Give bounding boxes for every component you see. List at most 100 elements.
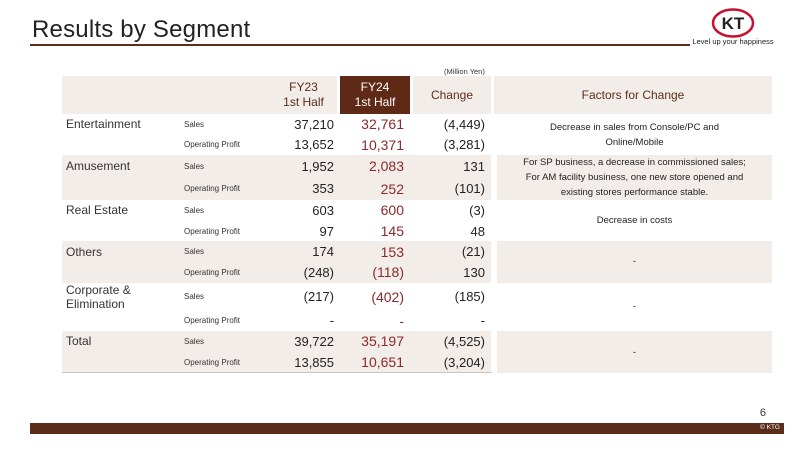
table-row: Operating Profit - - - bbox=[62, 310, 772, 332]
metric-label: Sales bbox=[184, 155, 270, 178]
table-row: Total Sales 39,722 35,197 (4,525) - bbox=[62, 331, 772, 374]
table-header-row: FY23 1st Half FY24 1st Half Change Factors… bbox=[62, 76, 772, 114]
factor-line: - bbox=[632, 256, 637, 268]
metric-label: Operating Profit bbox=[184, 140, 241, 150]
change-value: (21) bbox=[410, 241, 494, 262]
header-blank bbox=[62, 76, 270, 114]
fy24-value: 153 bbox=[340, 241, 410, 262]
change-value: (101) bbox=[410, 177, 494, 201]
fy24-value: 252 bbox=[340, 177, 410, 201]
factor-line: For SP business, a decrease in commissio… bbox=[523, 157, 746, 169]
change-value: (4,449) bbox=[410, 114, 494, 135]
fy24-value: 600 bbox=[380, 202, 404, 219]
factor-line: Online/Mobile bbox=[605, 136, 664, 148]
header-fy24: FY24 1st Half bbox=[340, 76, 410, 114]
factor-text: Decrease in sales from Console/PC and Onl… bbox=[494, 114, 772, 156]
fy24-value: 10,371 bbox=[361, 136, 404, 153]
table-row: Operating Profit 13,652 10,371 (3,281) bbox=[62, 134, 772, 156]
fy23-value: 37,210 bbox=[294, 116, 334, 132]
factor-line: - bbox=[632, 346, 637, 358]
change-value: - bbox=[410, 310, 494, 332]
table-row: Operating Profit 353 252 (101) bbox=[62, 177, 772, 201]
factor-text: - bbox=[494, 241, 772, 283]
fy23-value: (248) bbox=[270, 261, 340, 283]
table-row: Real Estate Sales 603 600 (3) Decrease in cos… bbox=[62, 200, 772, 242]
segment-name: Real Estate bbox=[66, 203, 129, 218]
factor-line: existing stores performance stable. bbox=[560, 187, 709, 199]
segment-name: Others bbox=[62, 241, 184, 262]
table-row: Others Sales 174 153 (21) - bbox=[62, 241, 772, 283]
segment-name: Corporate & Elimination bbox=[66, 282, 131, 311]
metric-label: Operating Profit bbox=[184, 316, 241, 326]
metric-label: Sales bbox=[184, 331, 270, 352]
table-body: Entertainment Sales 37,210 32,761 (4,449) Dec… bbox=[62, 114, 772, 374]
segment-name: Total bbox=[62, 331, 184, 352]
table-row: Operating Profit 97 145 48 bbox=[62, 220, 772, 242]
metric-label: Operating Profit bbox=[184, 351, 270, 374]
table-row: Corporate & Elimination Sales (217) (402) (1… bbox=[62, 282, 772, 332]
page-number: 6 bbox=[759, 407, 766, 419]
metric-label: Operating Profit bbox=[184, 261, 270, 283]
table-row: Amusement Sales 1,952 2,083 131 For SP busine… bbox=[62, 155, 772, 201]
fy23-value: 174 bbox=[270, 241, 340, 262]
unit-note: (Million Yen) bbox=[444, 67, 485, 76]
fy24-value: 145 bbox=[380, 223, 404, 240]
fy23-value: - bbox=[329, 313, 334, 329]
change-value: (185) bbox=[410, 282, 494, 311]
change-value: 48 bbox=[410, 220, 494, 242]
table-row: Entertainment Sales 37,210 32,761 (4,449) Dec… bbox=[62, 114, 772, 156]
fy24-value: 32,761 bbox=[361, 116, 404, 133]
company-logo: KT Level up your happiness bbox=[688, 8, 778, 46]
metric-label: Sales bbox=[184, 241, 270, 262]
metric-label: Operating Profit bbox=[184, 177, 270, 201]
segment-name-blank bbox=[62, 351, 184, 374]
header-factors: Factors for Change bbox=[494, 76, 772, 114]
segment-name-blank bbox=[62, 311, 184, 332]
change-value: (3) bbox=[410, 200, 494, 221]
factor-line: Decrease in sales from Console/PC and bbox=[550, 121, 719, 133]
fy24-value: 35,197 bbox=[340, 331, 410, 352]
segment-name-blank bbox=[62, 177, 184, 201]
logo-letters: KT bbox=[722, 14, 745, 33]
fy24-value: - bbox=[399, 312, 404, 329]
metric-label: Operating Profit bbox=[184, 226, 241, 236]
results-table: FY23 1st Half FY24 1st Half Change Factors… bbox=[62, 76, 772, 374]
segment-name-blank bbox=[62, 135, 184, 156]
header-change: Change bbox=[410, 76, 494, 114]
fy24-value: (402) bbox=[371, 288, 404, 305]
footer-bar bbox=[30, 423, 784, 434]
change-value: (3,204) bbox=[410, 351, 494, 374]
fy24-value: 2,083 bbox=[340, 155, 410, 178]
fy23-value: 603 bbox=[312, 202, 334, 218]
change-value: (3,281) bbox=[410, 134, 494, 156]
factor-text: - bbox=[494, 282, 772, 332]
fy24-value: (118) bbox=[340, 261, 410, 283]
table-row: Operating Profit (248) (118) 130 bbox=[62, 261, 772, 283]
metric-label: Sales bbox=[184, 205, 205, 215]
segment-name: Entertainment bbox=[66, 117, 141, 132]
slide-title: Results by Segment bbox=[32, 16, 251, 43]
logo-tagline: Level up your happiness bbox=[692, 37, 774, 46]
copyright: © KTG bbox=[760, 424, 780, 431]
fy23-value: 39,722 bbox=[270, 331, 340, 352]
fy23-value: 353 bbox=[270, 177, 340, 201]
factor-line: Decrease in costs bbox=[596, 215, 673, 227]
kt-logo-icon: KT bbox=[711, 8, 755, 38]
title-underline bbox=[30, 44, 690, 46]
factor-line: For AM facility business, one new store … bbox=[525, 172, 744, 184]
header-fy23: FY23 1st Half bbox=[270, 76, 340, 114]
fy24-value: 10,651 bbox=[340, 351, 410, 374]
fy23-value: 1,952 bbox=[270, 155, 340, 178]
change-value: 130 bbox=[410, 261, 494, 283]
fy23-value: 13,652 bbox=[294, 137, 334, 153]
fy23-value: 97 bbox=[319, 223, 334, 239]
table-row: Operating Profit 13,855 10,651 (3,204) bbox=[62, 351, 772, 374]
fy23-value: (217) bbox=[303, 289, 334, 305]
metric-label: Sales bbox=[184, 292, 205, 302]
segment-name-blank bbox=[62, 261, 184, 283]
factor-line: - bbox=[632, 301, 637, 313]
segment-name: Amusement bbox=[62, 155, 184, 178]
factor-text: For SP business, a decrease in commissio… bbox=[494, 155, 772, 201]
change-value: (4,525) bbox=[410, 331, 494, 352]
fy23-value: 13,855 bbox=[270, 351, 340, 374]
